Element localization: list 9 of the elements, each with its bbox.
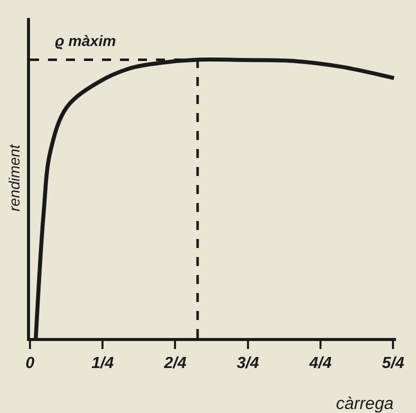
ref-line-label: ϱ màxim (55, 33, 116, 50)
x-tick-label: 1/4 (91, 355, 114, 372)
x-tick-label: 0 (26, 355, 35, 372)
y-axis-title: rendiment (6, 144, 24, 212)
x-tick-label: 4/4 (308, 355, 332, 372)
x-tick-label: 5/4 (382, 355, 404, 372)
x-axis-title: càrrega (336, 394, 394, 413)
x-tick-label: 2/4 (163, 355, 186, 372)
x-tick-label: 3/4 (236, 355, 260, 372)
